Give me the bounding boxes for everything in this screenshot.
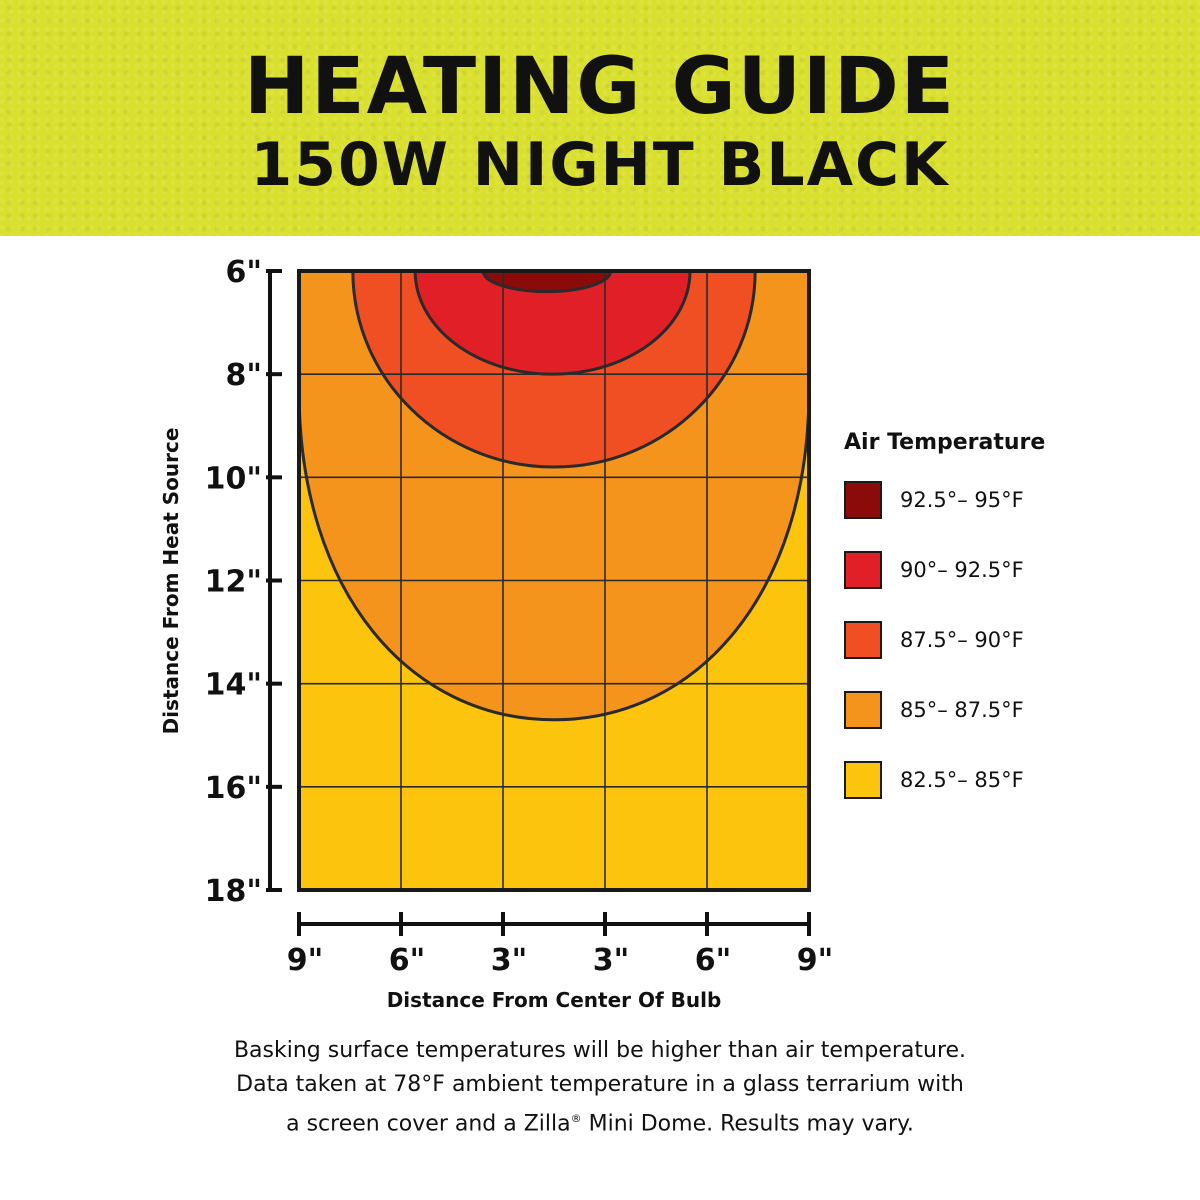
legend-swatch <box>844 481 882 519</box>
legend-label: 90°– 92.5°F <box>900 558 1024 582</box>
zone-region-3 <box>481 271 613 294</box>
y-tick-label: 14" <box>205 668 262 703</box>
footnote-line: Data taken at 78°F ambient temperature i… <box>236 1072 964 1097</box>
x-tick-label: 9" <box>797 943 834 978</box>
x-tick-label: 3" <box>593 943 630 978</box>
legend-label: 82.5°– 85°F <box>900 768 1024 792</box>
footnote-text: a screen cover and a Zilla <box>286 1111 571 1137</box>
legend: Air Temperature 92.5°– 95°F 90°– 92.5°F … <box>844 430 1144 829</box>
header-banner: HEATING GUIDE 150W NIGHT BLACK <box>0 0 1200 236</box>
registered-mark: ® <box>570 1112 582 1125</box>
y-tick-label: 6" <box>225 255 262 290</box>
legend-label: 87.5°– 90°F <box>900 628 1024 652</box>
legend-label: 85°– 87.5°F <box>900 698 1024 722</box>
x-tick-label: 9" <box>287 943 324 978</box>
x-tick-label: 6" <box>389 943 426 978</box>
y-tick-label: 8" <box>225 358 262 393</box>
y-tick-label: 12" <box>205 565 262 600</box>
x-tick-label: 6" <box>695 943 732 978</box>
footnote-line: a screen cover and a Zilla® Mini Dome. R… <box>100 1102 1100 1141</box>
page-title: HEATING GUIDE <box>244 42 956 132</box>
y-tick-label: 16" <box>205 771 262 806</box>
legend-item: 85°– 87.5°F <box>844 689 1144 731</box>
legend-item: 92.5°– 95°F <box>844 479 1144 521</box>
x-tick-label: 3" <box>491 943 528 978</box>
legend-item: 87.5°– 90°F <box>844 619 1144 661</box>
y-axis-label: Distance From Heat Source <box>159 428 183 735</box>
legend-swatch <box>844 551 882 589</box>
plot-border <box>297 269 811 892</box>
heating-chart: 6" 8" 10" 12" 14" 16" 18" 9" 6" 3" 3" 6" 9" Distanc… <box>159 255 834 1012</box>
footnote: Basking surface temperatures will be hig… <box>100 1034 1100 1141</box>
footnote-line: Basking surface temperatures will be hig… <box>233 1038 967 1063</box>
legend-swatch <box>844 761 882 799</box>
legend-item: 82.5°– 85°F <box>844 759 1144 801</box>
legend-title: Air Temperature <box>844 430 1046 455</box>
footnote-text: Mini Dome. Results may vary. <box>581 1111 914 1137</box>
legend-swatch <box>844 621 882 659</box>
legend-item: 90°– 92.5°F <box>844 549 1144 591</box>
legend-label: 92.5°– 95°F <box>900 488 1024 512</box>
y-tick-label: 10" <box>205 461 262 496</box>
y-tick-label: 18" <box>205 874 262 909</box>
legend-swatch <box>844 691 882 729</box>
x-axis-label: Distance From Center Of Bulb <box>387 988 722 1012</box>
page-subtitle: 150W NIGHT BLACK <box>250 130 950 200</box>
